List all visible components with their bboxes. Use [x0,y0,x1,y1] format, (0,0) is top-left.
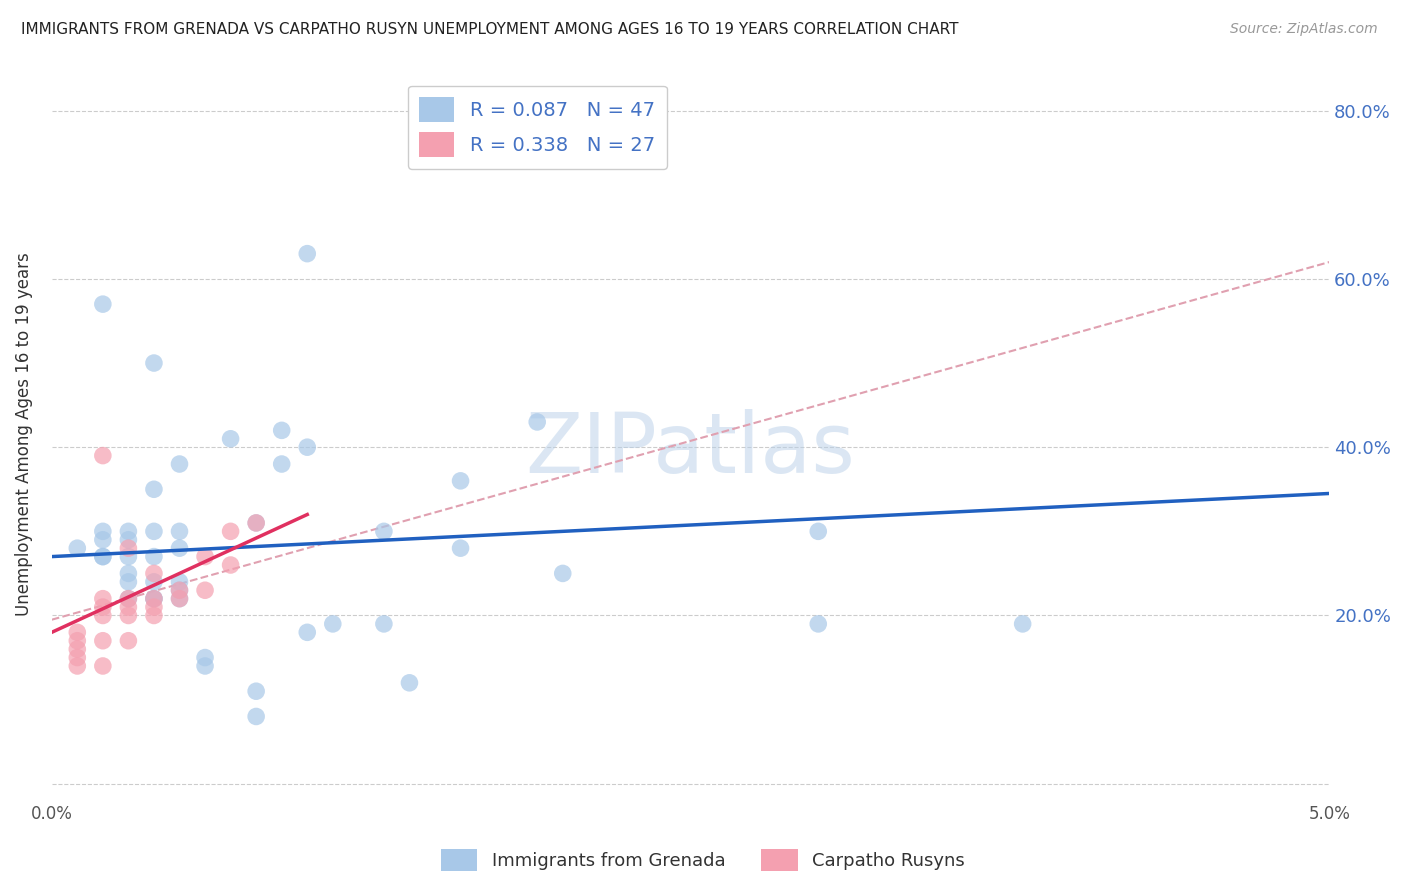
Point [142,608,165,623]
Point [270,457,292,471]
Point [66,541,89,556]
Point [373,616,395,631]
Point [1011,616,1033,631]
Point [807,524,830,539]
Y-axis label: Unemployment Among Ages 16 to 19 years: Unemployment Among Ages 16 to 19 years [15,252,32,616]
Point [66,642,89,657]
Point [142,483,165,497]
Point [297,440,319,454]
Point [169,574,191,589]
Point [91,600,114,615]
Point [219,432,242,446]
Point [297,246,319,260]
Text: IMMIGRANTS FROM GRENADA VS CARPATHO RUSYN UNEMPLOYMENT AMONG AGES 16 TO 19 YEARS: IMMIGRANTS FROM GRENADA VS CARPATHO RUSY… [21,22,959,37]
Point [142,356,165,370]
Point [142,524,165,539]
Point [142,591,165,606]
Point [526,415,548,429]
Point [169,524,191,539]
Point [219,558,242,572]
Point [245,684,267,698]
Point [117,549,139,564]
Point [66,650,89,665]
Point [66,659,89,673]
Point [398,675,420,690]
Point [807,616,830,631]
Point [117,608,139,623]
Point [245,516,267,530]
Point [450,541,472,556]
Text: Source: ZipAtlas.com: Source: ZipAtlas.com [1230,22,1378,37]
Text: ZIPatlas: ZIPatlas [526,409,855,490]
Legend: R = 0.087   N = 47, R = 0.338   N = 27: R = 0.087 N = 47, R = 0.338 N = 27 [408,86,666,169]
Point [91,449,114,463]
Point [270,423,292,437]
Point [142,600,165,615]
Point [117,574,139,589]
Point [169,541,191,556]
Point [91,549,114,564]
Point [142,591,165,606]
Point [219,524,242,539]
Point [91,533,114,547]
Point [117,591,139,606]
Point [91,608,114,623]
Point [322,616,344,631]
Point [91,549,114,564]
Point [450,474,472,488]
Point [194,549,217,564]
Point [373,524,395,539]
Point [117,541,139,556]
Point [245,709,267,723]
Point [169,591,191,606]
Point [91,524,114,539]
Point [117,633,139,648]
Point [142,566,165,581]
Point [142,591,165,606]
Point [66,633,89,648]
Point [169,583,191,598]
Point [66,625,89,640]
Legend: Immigrants from Grenada, Carpatho Rusyns: Immigrants from Grenada, Carpatho Rusyns [434,842,972,879]
Point [91,297,114,311]
Point [117,591,139,606]
Point [194,650,217,665]
Point [194,659,217,673]
Point [117,524,139,539]
Point [117,533,139,547]
Point [297,625,319,640]
Point [142,549,165,564]
Point [194,583,217,598]
Point [117,566,139,581]
Point [91,659,114,673]
Point [91,591,114,606]
Point [551,566,574,581]
Point [169,583,191,598]
Point [91,633,114,648]
Point [142,574,165,589]
Point [245,516,267,530]
Point [117,600,139,615]
Point [169,591,191,606]
Point [169,457,191,471]
